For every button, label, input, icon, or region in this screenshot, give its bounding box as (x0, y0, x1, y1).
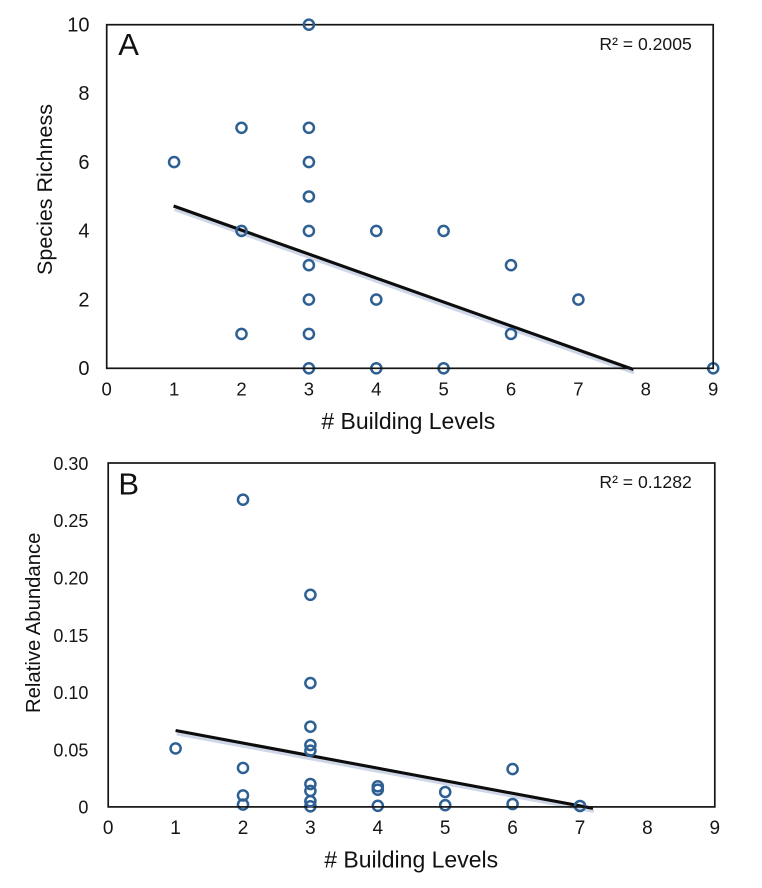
svg-text:0: 0 (78, 358, 89, 380)
svg-text:0.10: 0.10 (53, 683, 88, 703)
svg-text:4: 4 (371, 378, 381, 399)
svg-text:4: 4 (78, 221, 89, 243)
svg-text:4: 4 (373, 818, 384, 839)
svg-text:7: 7 (575, 818, 586, 839)
svg-text:9: 9 (710, 818, 721, 839)
svg-text:7: 7 (573, 378, 583, 399)
svg-text:6: 6 (506, 378, 516, 399)
svg-text:# Building Levels: # Building Levels (324, 847, 498, 873)
svg-text:0: 0 (102, 378, 112, 399)
svg-text:6: 6 (78, 152, 89, 174)
svg-text:0.20: 0.20 (53, 568, 88, 588)
svg-text:2: 2 (78, 289, 89, 311)
svg-text:0: 0 (103, 818, 114, 839)
svg-text:1: 1 (169, 378, 179, 399)
svg-text:# Building Levels: # Building Levels (321, 408, 495, 434)
svg-text:Species Richness: Species Richness (33, 104, 57, 275)
svg-text:8: 8 (641, 378, 651, 399)
svg-text:2: 2 (236, 378, 246, 399)
svg-text:8: 8 (78, 83, 89, 105)
svg-text:R² = 0.1282: R² = 0.1282 (599, 472, 691, 492)
svg-text:10: 10 (67, 14, 89, 36)
svg-text:1: 1 (170, 818, 181, 839)
svg-text:3: 3 (304, 378, 314, 399)
svg-text:2: 2 (238, 818, 249, 839)
svg-text:R² = 0.2005: R² = 0.2005 (599, 34, 692, 54)
svg-text:3: 3 (305, 818, 316, 839)
svg-text:0.30: 0.30 (53, 454, 88, 474)
svg-text:0.05: 0.05 (53, 740, 88, 760)
svg-text:0: 0 (78, 798, 88, 818)
svg-text:9: 9 (708, 378, 718, 399)
svg-text:8: 8 (642, 818, 653, 839)
svg-text:0.15: 0.15 (53, 626, 88, 646)
svg-text:B: B (118, 467, 139, 502)
svg-text:5: 5 (440, 818, 451, 839)
svg-text:A: A (118, 27, 139, 62)
svg-text:6: 6 (507, 818, 518, 839)
svg-text:Relative Abundance: Relative Abundance (23, 533, 45, 713)
svg-text:5: 5 (438, 378, 448, 399)
svg-text:0.25: 0.25 (53, 511, 88, 531)
